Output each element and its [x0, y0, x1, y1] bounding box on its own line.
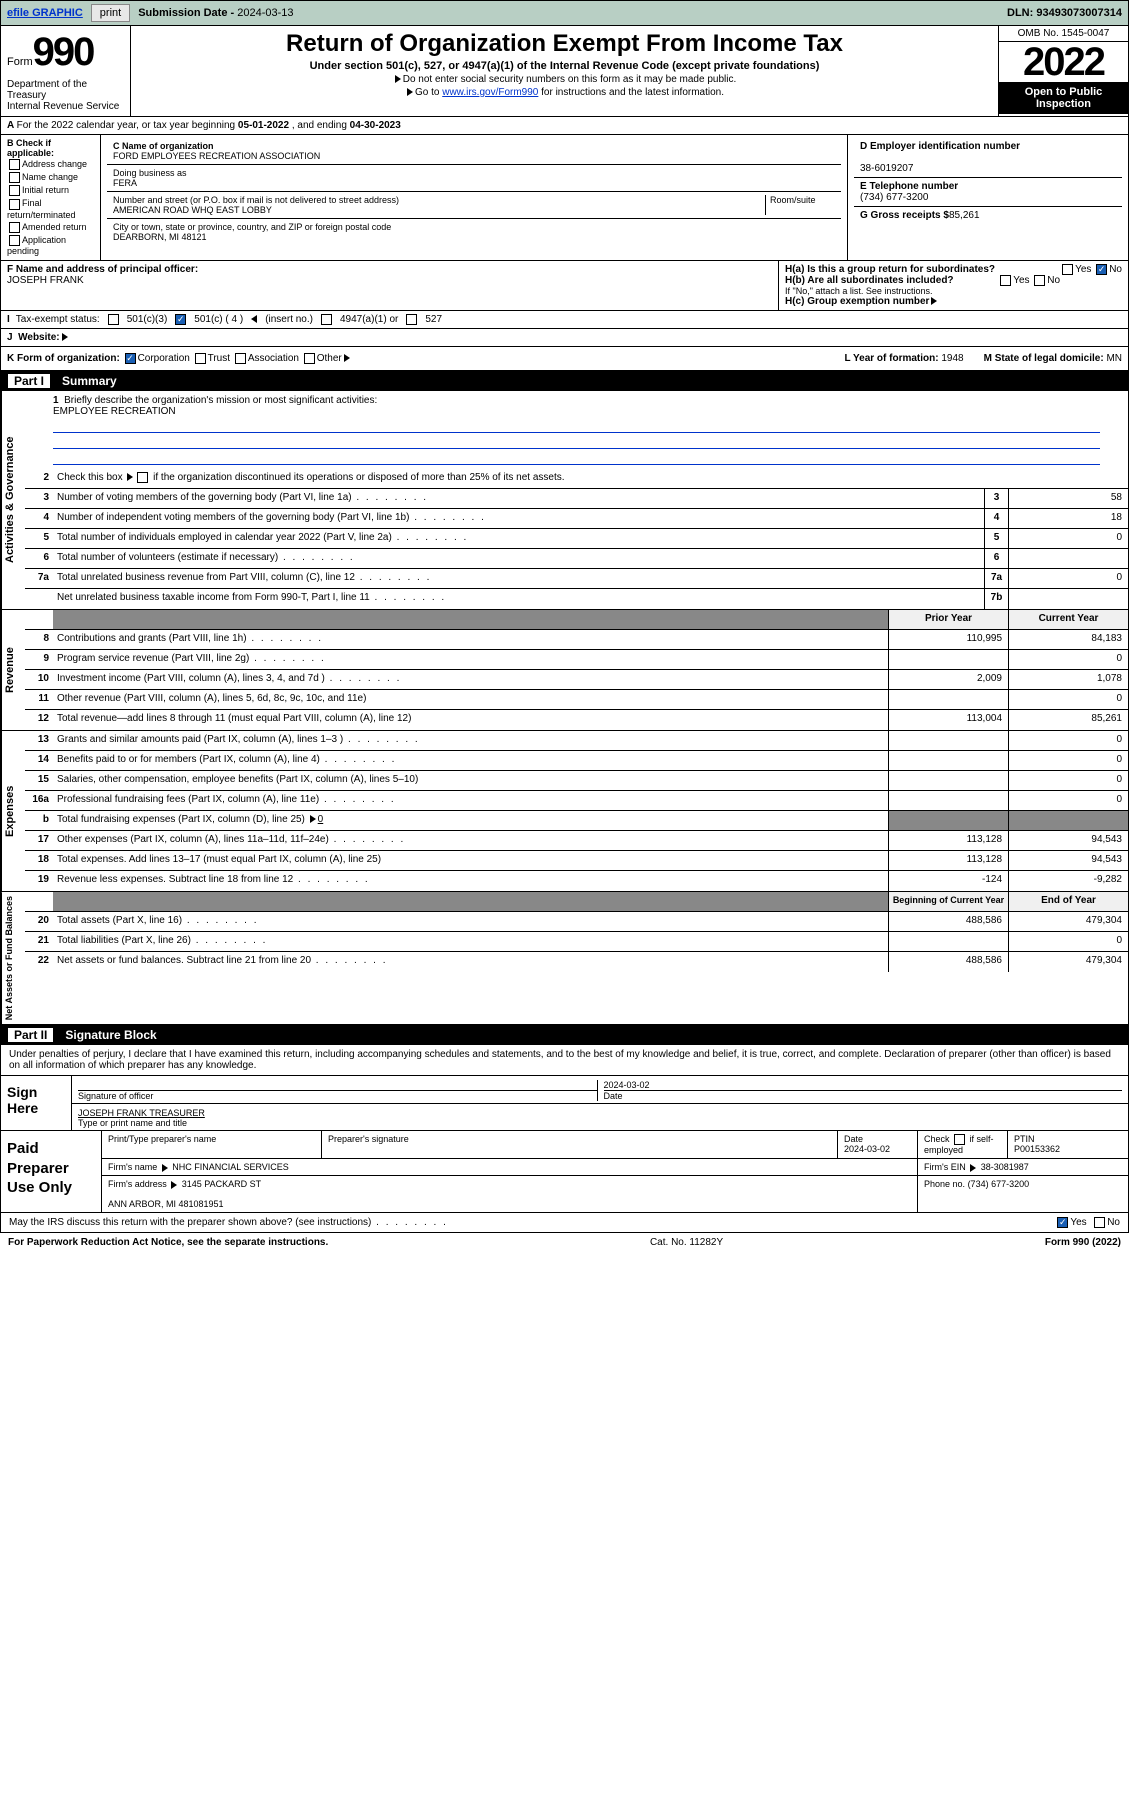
summary-revenue: Revenue Prior YearCurrent Year 8Contribu…: [0, 610, 1129, 731]
tax-year: 2022: [999, 42, 1128, 82]
section-deg: D Employer identification number38-60192…: [848, 135, 1128, 260]
summary-governance: Activities & Governance 1 Briefly descri…: [0, 391, 1129, 610]
line-klm: K Form of organization: Corporation Trus…: [1, 347, 1128, 370]
summary-expenses: Expenses 13Grants and similar amounts pa…: [0, 731, 1129, 892]
line-j: J Website:: [1, 329, 1128, 347]
dept: Department of the TreasuryInternal Reven…: [7, 79, 124, 112]
topbar: efile GRAPHIC print Submission Date - 20…: [0, 0, 1129, 26]
part2-header: Part IISignature Block: [0, 1025, 1129, 1045]
summary-netassets: Net Assets or Fund Balances Beginning of…: [0, 892, 1129, 1025]
section-c: C Name of organizationFORD EMPLOYEES REC…: [101, 135, 848, 260]
section-h: H(a) Is this a group return for subordin…: [778, 261, 1128, 310]
inspection-badge: Open to Public Inspection: [999, 82, 1128, 114]
line-a: A For the 2022 calendar year, or tax yea…: [1, 117, 1128, 135]
may-irs-discuss: May the IRS discuss this return with the…: [1, 1212, 1128, 1232]
print-button[interactable]: print: [91, 4, 130, 22]
part1-header: Part ISummary: [0, 371, 1129, 391]
irs-link[interactable]: www.irs.gov/Form990: [442, 87, 538, 98]
signature-block: Under penalties of perjury, I declare th…: [0, 1045, 1129, 1233]
form-header: Form990 Department of the TreasuryIntern…: [0, 26, 1129, 117]
efile-link[interactable]: efile GRAPHIC: [7, 7, 83, 19]
dln: DLN: 93493073007314: [1007, 7, 1122, 19]
section-f: F Name and address of principal officer:…: [1, 261, 778, 310]
subdate: Submission Date - 2024-03-13: [138, 7, 293, 19]
footer: For Paperwork Reduction Act Notice, see …: [0, 1233, 1129, 1252]
line-i: ITax-exempt status: 501(c)(3) 501(c) ( 4…: [1, 311, 1128, 329]
form-title: Return of Organization Exempt From Incom…: [139, 30, 990, 58]
section-b: B Check if applicable: Address change Na…: [1, 135, 101, 260]
